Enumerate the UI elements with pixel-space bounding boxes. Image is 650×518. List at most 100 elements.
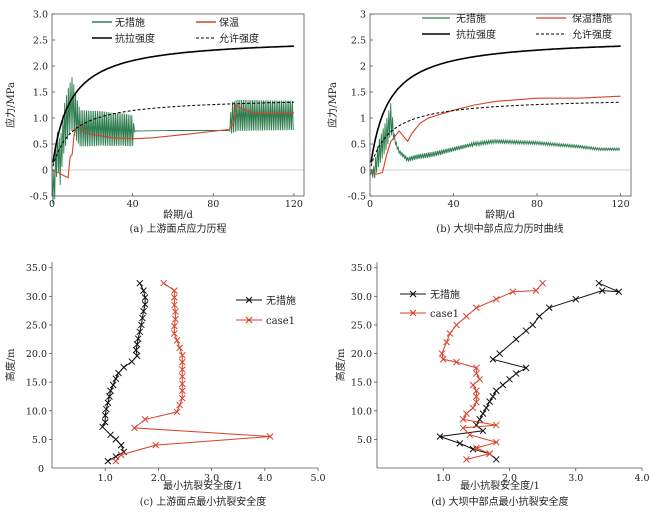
chart-c-point-case1 [171,322,178,330]
chart-d-point-no-measure [506,375,513,383]
chart-d-point-no-measure [482,404,490,412]
chart-c-point-no-measure [134,335,142,343]
chart-d-point-case1 [473,387,480,395]
chart-c-point-case1 [141,416,149,423]
chart-d-point-case1 [446,330,454,337]
chart-d-ytick-label: 20.0 [351,349,372,360]
chart-d-point-case1 [453,321,460,329]
chart-d-point-no-measure [456,440,464,447]
chart-a-frame [51,13,305,197]
chart-c-ylabel: 高度/m [4,348,17,381]
chart-d-point-no-measure [436,433,444,440]
chart-b-xlabel: 龄期/d [485,208,515,221]
chart-d-point-case1 [463,313,470,320]
chart-a-xtick-label: 120 [285,199,303,210]
chart-d-point-no-measure [479,427,487,435]
chart-c-point-no-measure [107,387,114,395]
chart-c-legend: 无措施 case1 [236,294,296,327]
chart-a-xtick-label: 80 [207,199,219,210]
chart-b-xtick-label: 0 [367,199,373,210]
chart-a-series-insulation [51,104,294,179]
chart-b-dam-middle-stress-curve: 0 40 80 120-0.500.511.522.53 无措施 保温措施 抗拉强度 … [326,10,632,235]
chart-c-point-no-measure [112,375,120,383]
chart-a-series [51,45,304,204]
chart-a-ytick-label: 0.5 [33,140,48,151]
chart-c-ytick-label: 20.0 [26,349,47,360]
chart-d-point-no-measure [598,287,606,294]
chart-b-frame [369,13,632,197]
chart-b-ticks: 0 40 80 120-0.500.511.522.53 [348,10,630,211]
chart-d-point-case1 [532,287,540,294]
chart-a-ylabel: 应力/MPa [4,82,17,128]
chart-b-ytick-label: 0.5 [351,140,366,151]
legend-a-no-measure: 无措施 [115,16,145,29]
chart-d-point-case1 [459,416,467,423]
chart-c-ytick-label: 10.0 [26,406,47,417]
chart-c-point-no-measure [120,363,128,371]
chart-c-point-no-measure [106,393,113,400]
chart-c-point-case1 [172,308,179,316]
chart-b-legend: 无措施 保温措施 抗拉强度 允许强度 [422,12,612,41]
chart-b-series [369,45,631,179]
chart-d-point-no-measure [499,381,507,389]
chart-c-point-no-measure [101,412,109,419]
chart-d-point-no-measure [529,321,537,329]
chart-d-point-no-measure [522,364,530,372]
chart-c-point-no-measure [133,352,141,360]
chart-a-ytick-label: 1.0 [33,114,48,125]
chart-d-ytick-label: 10.0 [351,406,372,417]
chart-c-point-case1 [178,351,186,359]
chart-d-point-no-measure [496,350,503,357]
chart-d-ytick-label: 35.0 [351,263,372,274]
chart-c-point-case1 [171,294,178,301]
chart-d-point-case1 [473,304,480,312]
chart-d-point-case1 [539,279,546,287]
chart-b-ytick-label: 0 [360,166,366,177]
chart-c-point-case1 [160,279,168,287]
chart-c-xtick-label: 5.0 [310,473,325,484]
legend-b-no-measure: 无措施 [456,12,486,25]
chart-d-point-no-measure [479,410,487,417]
chart-d-xlabel: 最小抗裂安全度/1 [460,479,540,492]
chart-c-point-case1 [171,301,178,309]
chart-d-point-case1 [473,444,480,452]
chart-c-upstream-safety-factor: 1.0 2.0 3.0 4.0 5.0 5.0 10.0 15.0 20.0 25.0 30.0 35… [4,262,326,508]
chart-c-ytick-label: 35.0 [26,263,47,274]
chart-d-point-no-measure [572,295,580,303]
chart-d-ticks: 1.0 2.0 3.0 4.0 5.0 10.0 15.0 20.0 25.0 30.0 35.0 [351,263,650,484]
chart-c-point-case1 [178,387,186,395]
chart-d-series [376,262,642,469]
chart-d-point-case1 [438,350,446,357]
chart-c-point-no-measure [104,399,112,407]
chart-a-xtick-label: 40 [127,199,139,210]
chart-c-point-case1 [178,394,186,402]
chart-c-point-no-measure [102,405,110,413]
chart-c-point-no-measure [101,418,109,426]
chart-a-ytick-label: 3.0 [33,10,48,21]
chart-c-point-no-measure [136,328,144,336]
chart-d-point-case1 [469,404,477,412]
chart-a-ytick-label: -0.5 [30,192,48,203]
chart-c-ytick-label: 30.0 [26,292,47,303]
chart-d-xtick-label: 4.0 [634,473,649,484]
chart-d-point-case1 [463,410,470,417]
chart-d-legend: 无措施 case1 [400,288,460,320]
chart-c-series [51,262,318,469]
chart-c-ticks: 1.0 2.0 3.0 4.0 5.0 5.0 10.0 15.0 20.0 25.0 30.0 35… [26,263,326,484]
chart-a-tensile-strength-line [52,45,294,163]
chart-c-point-no-measure [99,423,106,431]
chart-d-point-no-measure [476,416,484,423]
chart-b-ytick-label: 2 [360,62,366,73]
chart-d-point-case1 [492,421,500,429]
chart-d-ytick-label: 15.0 [351,378,372,389]
chart-c-origin-label: 0 [38,464,44,475]
legend-a-allowed-strength: 允许强度 [219,32,259,45]
chart-d-point-case1 [466,431,474,439]
chart-d-point-no-measure [489,355,497,363]
chart-a-xlabel: 龄期/d [163,208,193,221]
chart-a-ytick-label: 1.5 [33,88,48,99]
chart-c-point-no-measure [115,369,122,377]
chart-d-point-case1 [443,338,450,346]
chart-a-legend: 无措施 保温 抗拉强度 允许强度 [92,16,259,45]
